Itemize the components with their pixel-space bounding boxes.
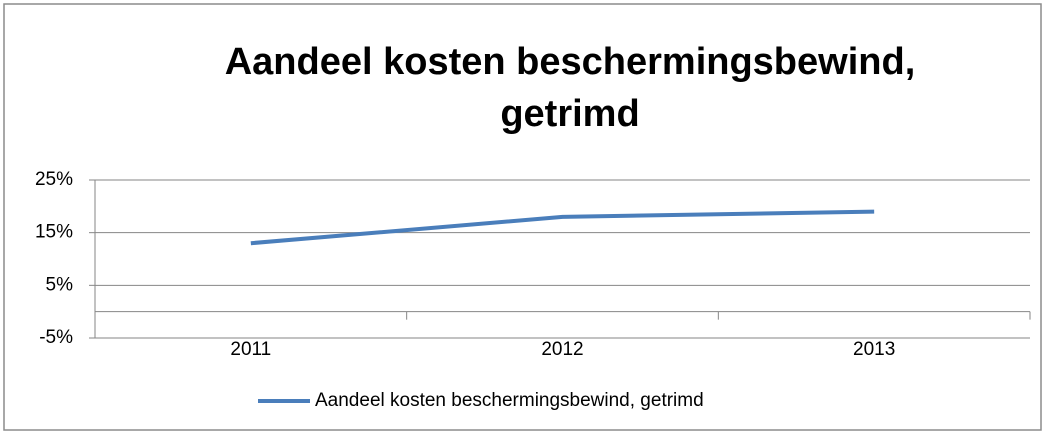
y-tick-label: -5%	[39, 327, 73, 348]
y-tick-label: 5%	[46, 274, 74, 295]
chart-title: Aandeel kosten beschermingsbewind, getri…	[224, 41, 916, 135]
y-tick-label: 25%	[35, 169, 73, 190]
y-tick-label: 15%	[35, 222, 73, 243]
legend-label: Aandeel kosten beschermingsbewind, getri…	[315, 390, 704, 411]
x-tick-label: 2012	[541, 339, 583, 360]
data-line	[250, 209, 875, 246]
chart-border	[3, 3, 1042, 431]
x-tick-label: 2011	[230, 339, 271, 360]
x-tick-label: 2013	[853, 339, 895, 360]
